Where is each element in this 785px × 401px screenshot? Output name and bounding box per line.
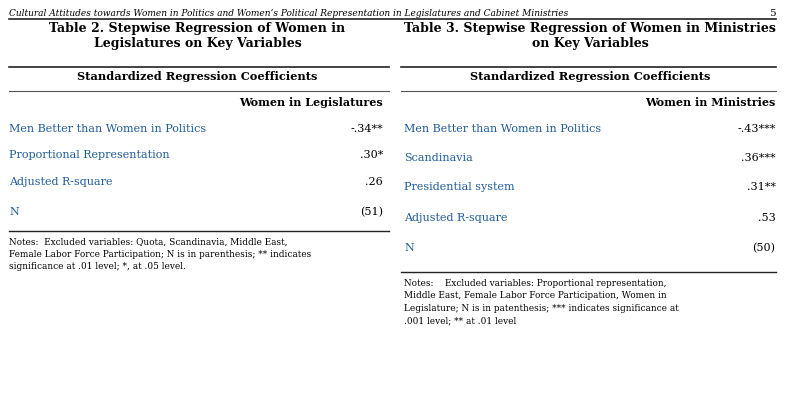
Text: Notes:    Excluded variables: Proportional representation,
Middle East, Female L: Notes: Excluded variables: Proportional … — [404, 279, 679, 325]
Text: Table 2. Stepwise Regression of Women in
Legislatures on Key Variables: Table 2. Stepwise Regression of Women in… — [49, 22, 345, 50]
Text: Men Better than Women in Politics: Men Better than Women in Politics — [9, 124, 206, 134]
Text: 5: 5 — [769, 9, 776, 18]
Text: -.43***: -.43*** — [737, 124, 776, 134]
Text: Women in Legislatures: Women in Legislatures — [239, 97, 383, 108]
Text: (50): (50) — [753, 243, 776, 253]
Text: (51): (51) — [360, 207, 383, 217]
Text: -.34**: -.34** — [350, 124, 383, 134]
Text: Scandinavia: Scandinavia — [404, 153, 473, 163]
Text: .36***: .36*** — [741, 153, 776, 163]
Text: Proportional Representation: Proportional Representation — [9, 150, 170, 160]
Text: Standardized Regression Coefficients: Standardized Regression Coefficients — [77, 71, 318, 81]
Text: Notes:  Excluded variables: Quota, Scandinavia, Middle East,
Female Labor Force : Notes: Excluded variables: Quota, Scandi… — [9, 237, 312, 271]
Text: Cultural Attitudes towards Women in Politics and Women’s Political Representatio: Cultural Attitudes towards Women in Poli… — [9, 9, 568, 18]
Text: N: N — [9, 207, 19, 217]
Text: Adjusted R-square: Adjusted R-square — [404, 213, 508, 223]
Text: Table 3. Stepwise Regression of Women in Ministries
on Key Variables: Table 3. Stepwise Regression of Women in… — [404, 22, 776, 50]
Text: Women in Ministries: Women in Ministries — [645, 97, 776, 108]
Text: .26: .26 — [365, 177, 383, 187]
Text: Standardized Regression Coefficients: Standardized Regression Coefficients — [469, 71, 710, 81]
Text: .30*: .30* — [360, 150, 383, 160]
Text: Presidential system: Presidential system — [404, 182, 515, 192]
Text: .31**: .31** — [747, 182, 776, 192]
Text: Adjusted R-square: Adjusted R-square — [9, 177, 113, 187]
Text: .53: .53 — [758, 213, 776, 223]
Text: Men Better than Women in Politics: Men Better than Women in Politics — [404, 124, 601, 134]
Text: N: N — [404, 243, 414, 253]
